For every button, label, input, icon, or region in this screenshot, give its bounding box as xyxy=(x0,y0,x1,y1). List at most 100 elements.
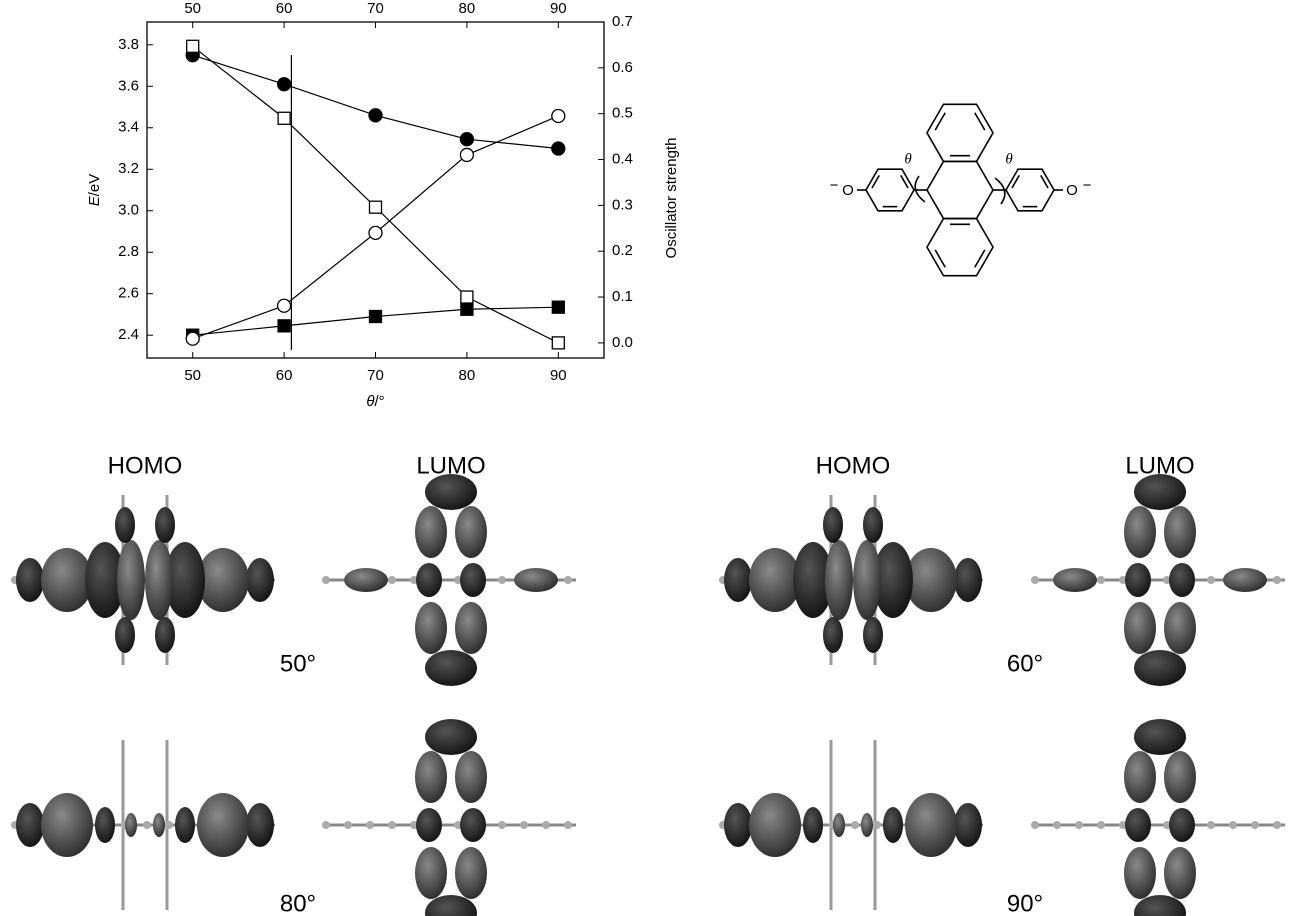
orbital-lobe xyxy=(415,602,447,654)
orbital-lobe xyxy=(425,719,477,755)
y-tick-label: 3.2 xyxy=(118,160,139,177)
atom xyxy=(1031,576,1039,584)
orbital-lobe xyxy=(1223,568,1267,592)
atom xyxy=(498,576,506,584)
orbital-lobe xyxy=(883,807,903,843)
orbital-lobe xyxy=(455,847,487,899)
atom xyxy=(498,821,506,829)
x-top-tick-label: 60 xyxy=(276,0,293,17)
y-tick-label: 3.8 xyxy=(118,36,139,53)
orbital-lobe xyxy=(344,568,388,592)
orbital-lobe xyxy=(41,793,93,857)
y2-tick-label: 0.4 xyxy=(612,150,633,167)
atom xyxy=(1031,821,1039,829)
x-tick-label: 60 xyxy=(276,367,293,384)
orbital-lobe xyxy=(1164,751,1196,803)
figure: 505060607070808090902.42.62.83.03.23.43.… xyxy=(0,0,1289,916)
point xyxy=(460,133,473,146)
ring xyxy=(927,104,993,161)
point xyxy=(552,337,564,349)
atom xyxy=(520,821,528,829)
orbital-lobe xyxy=(197,793,249,857)
orbital-lobe xyxy=(861,813,873,837)
orbital-lobe xyxy=(125,813,137,837)
orbital-lobe xyxy=(415,751,447,803)
y2-tick-label: 0.3 xyxy=(612,196,633,213)
orbital-lobe xyxy=(16,803,44,847)
point xyxy=(278,299,291,312)
point xyxy=(369,109,382,122)
orbital-lobe xyxy=(724,803,752,847)
atom xyxy=(1273,821,1281,829)
y2-tick-label: 0.2 xyxy=(612,242,633,259)
point xyxy=(552,142,565,155)
y2-axis-label: Oscillator strength xyxy=(663,138,680,259)
ring xyxy=(1006,169,1054,211)
rotation-arrow xyxy=(915,176,925,202)
orbital-lobe xyxy=(1125,563,1151,597)
orbital-lobe xyxy=(1125,808,1151,842)
orbital-lobe xyxy=(1164,602,1196,654)
orbital-lobe xyxy=(954,558,982,602)
x-top-tick-label: 70 xyxy=(367,0,384,17)
point xyxy=(187,40,199,52)
orbital-lobe xyxy=(16,558,44,602)
rotation-arrow xyxy=(995,178,1005,204)
orbital-lobe xyxy=(115,507,135,543)
y-tick-label: 3.4 xyxy=(118,119,139,136)
point xyxy=(186,332,199,345)
orbital-angle: 60° xyxy=(1007,650,1043,677)
atom xyxy=(388,576,396,584)
orbital-lobe xyxy=(1164,506,1196,558)
y-axis-label: E/eV xyxy=(86,174,103,207)
x-axis-label-symbol: θ xyxy=(366,393,374,410)
atom xyxy=(1229,821,1237,829)
atom xyxy=(1075,821,1083,829)
orbital-lobe xyxy=(1134,650,1186,686)
orbital-lobe xyxy=(905,793,957,857)
chart: 505060607070808090902.42.62.83.03.23.43.… xyxy=(86,0,680,410)
orbital-lobe xyxy=(145,540,173,620)
point xyxy=(460,148,473,161)
point xyxy=(278,78,291,91)
orbital-lobe xyxy=(1124,602,1156,654)
atom xyxy=(322,821,330,829)
orbital-lobe xyxy=(1053,568,1097,592)
y-tick-label: 3.0 xyxy=(118,202,139,219)
point xyxy=(461,303,473,315)
page: 505060607070808090902.42.62.83.03.23.43.… xyxy=(0,0,1289,916)
y-tick-label: 2.8 xyxy=(118,243,139,260)
atom xyxy=(1097,576,1105,584)
atom-label: O xyxy=(842,182,854,199)
atom xyxy=(344,821,352,829)
orbital-lobe xyxy=(863,617,883,653)
orbital-lobe xyxy=(155,617,175,653)
charge: − xyxy=(1083,177,1092,194)
orbital-lobe xyxy=(416,563,442,597)
y-axis-label-unit: /eV xyxy=(86,174,103,197)
atom xyxy=(165,821,173,829)
point xyxy=(461,291,473,303)
lumo-label: LUMO xyxy=(1125,452,1194,479)
molecule-structure: −OO−θθ xyxy=(830,104,1092,275)
charge: − xyxy=(830,177,839,194)
orbital-lobe xyxy=(833,813,845,837)
orbital-lobe xyxy=(117,540,145,620)
series-line xyxy=(193,55,559,148)
orbital-panels: 50°HOMOLUMO60°HOMOLUMO80°90° xyxy=(11,452,1285,916)
orbital-lobe xyxy=(1169,563,1195,597)
atom xyxy=(1273,576,1281,584)
point xyxy=(278,112,290,124)
x-tick-label: 70 xyxy=(367,367,384,384)
ring xyxy=(927,161,993,218)
atom xyxy=(542,821,550,829)
y2-tick-label: 0.5 xyxy=(612,105,633,122)
y-tick-label: 3.6 xyxy=(118,77,139,94)
orbital-lobe xyxy=(724,558,752,602)
orbital-lobe xyxy=(153,813,165,837)
orbital-lobe xyxy=(1134,474,1186,510)
atom xyxy=(366,821,374,829)
point xyxy=(278,320,290,332)
atom xyxy=(143,821,151,829)
orbital-lobe xyxy=(1124,847,1156,899)
